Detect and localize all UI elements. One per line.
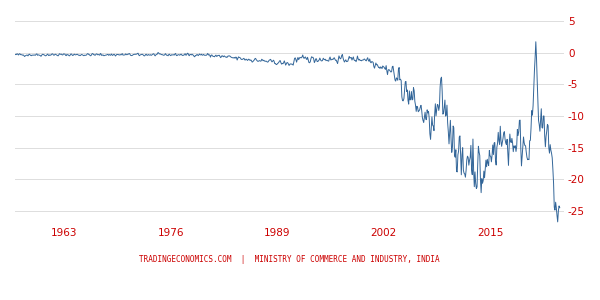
Text: TRADINGECONOMICS.COM  |  MINISTRY OF COMMERCE AND INDUSTRY, INDIA: TRADINGECONOMICS.COM | MINISTRY OF COMME… xyxy=(139,255,440,264)
